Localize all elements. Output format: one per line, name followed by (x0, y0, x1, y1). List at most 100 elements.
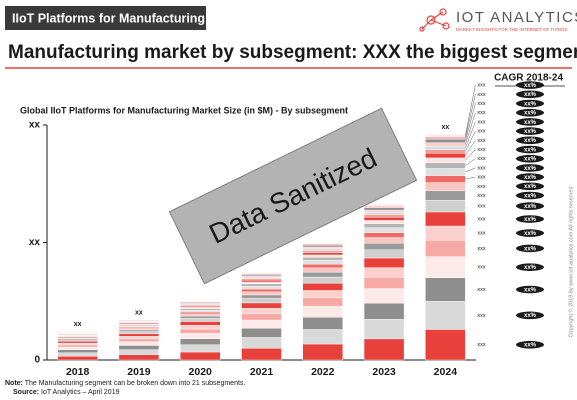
cagr-label: xx% (524, 231, 537, 237)
bar-segment (57, 346, 98, 350)
bar-segment (241, 337, 282, 349)
bar-segment (363, 204, 405, 207)
bar-segment (118, 329, 160, 332)
total-label: xx (74, 321, 82, 328)
series-label: xxx (477, 129, 486, 135)
leader-line (465, 149, 476, 161)
leader-line (465, 140, 476, 156)
logo-icon (419, 8, 450, 32)
cagr-label: xx% (524, 157, 537, 163)
leader-line (465, 121, 476, 148)
cagr-label: xx% (524, 120, 537, 126)
bar-segment (118, 333, 160, 337)
bar-segment (302, 248, 343, 251)
source-text: IoT Analytics – April 2019 (41, 389, 120, 396)
bar-segment (363, 212, 405, 215)
cagr-oval (516, 164, 544, 172)
cagr-oval (516, 285, 544, 294)
bar-segment (425, 182, 466, 191)
bar-segment (363, 232, 405, 238)
series-label: xxx (477, 175, 486, 181)
bar-segment (57, 356, 98, 361)
bar-segment (302, 246, 343, 250)
x-tick-label: 2024 (434, 366, 458, 378)
note-text: The Manufacturing segment can be broken … (25, 380, 246, 387)
bar-segment (363, 257, 405, 268)
leader-line (465, 103, 476, 141)
cagr-oval (516, 99, 544, 108)
leader-line (465, 112, 476, 145)
tagline: MARKET INSIGHTS FOR THE INTERNET OF THIN… (456, 27, 567, 32)
bar-segment (363, 302, 405, 320)
bar-segment (241, 279, 282, 283)
total-label: xx (441, 124, 449, 131)
bar-segment (57, 339, 98, 342)
bar-segment (57, 341, 98, 344)
bar-segment (57, 349, 98, 353)
bar-segment (302, 267, 343, 273)
bar-segment (425, 168, 466, 176)
bar-segment (363, 207, 405, 211)
series-label: xxx (477, 313, 486, 319)
y-tick-label: 0 (34, 355, 40, 366)
series-label: xxx (477, 101, 486, 107)
bar-segment (241, 286, 282, 290)
bar-segment (363, 237, 405, 244)
bar-segment (302, 271, 343, 278)
cagr-label: xx% (524, 265, 537, 271)
leader-line (465, 131, 476, 152)
cagr-label: xx% (524, 111, 537, 117)
cagr-label: xx% (524, 204, 537, 210)
cagr-oval (516, 108, 544, 117)
cagr-label: xx% (524, 193, 537, 199)
x-tick-label: 2023 (372, 366, 396, 378)
bar-segment (180, 300, 221, 302)
leader-line (465, 167, 476, 173)
series-label: xxx (477, 165, 486, 171)
bar-segment (425, 136, 466, 140)
cagr-oval (516, 263, 544, 271)
bar-segment (302, 254, 343, 258)
cagr-label: xx% (524, 138, 537, 144)
x-tick-label: 2021 (250, 366, 274, 378)
bar-segment (302, 252, 343, 256)
bar-segment (363, 277, 405, 289)
bar-segment (425, 225, 466, 241)
series-label: xxx (477, 138, 486, 144)
bar-segment (425, 256, 466, 278)
cagr-label: xx% (524, 175, 537, 181)
bar-segment (241, 281, 282, 285)
bar-segment (118, 345, 160, 350)
series-label: xxx (477, 83, 486, 89)
cagr-oval (516, 118, 544, 126)
bar-segment (180, 351, 221, 361)
bar-segment (425, 329, 466, 361)
y-tick-label: xx (29, 120, 41, 131)
cagr-oval (516, 81, 544, 89)
series-label: xxx (477, 156, 486, 162)
bar-segment (425, 301, 466, 330)
bar-segment (241, 328, 282, 338)
note: Note: The Manufacturing segment can be b… (5, 380, 245, 387)
bar-segment (180, 311, 221, 315)
bar-segment (425, 142, 466, 147)
headline: Manufacturing market by subsegment: XXX … (8, 42, 577, 63)
cagr-oval (516, 340, 544, 349)
series-label: xxx (477, 265, 486, 271)
bar-segment (425, 162, 466, 169)
cagr-label: xx% (524, 287, 537, 293)
cagr-oval (516, 90, 544, 99)
bar-segment (241, 272, 282, 274)
bar-segment (425, 239, 466, 257)
source-label: Source: (13, 389, 39, 396)
cagr-oval (516, 229, 544, 237)
note-label: Note: (5, 380, 23, 387)
cagr-label: xx% (524, 184, 537, 190)
bar-segment (363, 223, 405, 228)
cagr-oval (516, 173, 544, 181)
series-label: xxx (477, 110, 486, 116)
bar-segment (180, 308, 221, 311)
bar-segment (180, 318, 221, 322)
bar-segment (302, 329, 343, 345)
bar-segment (425, 134, 466, 137)
